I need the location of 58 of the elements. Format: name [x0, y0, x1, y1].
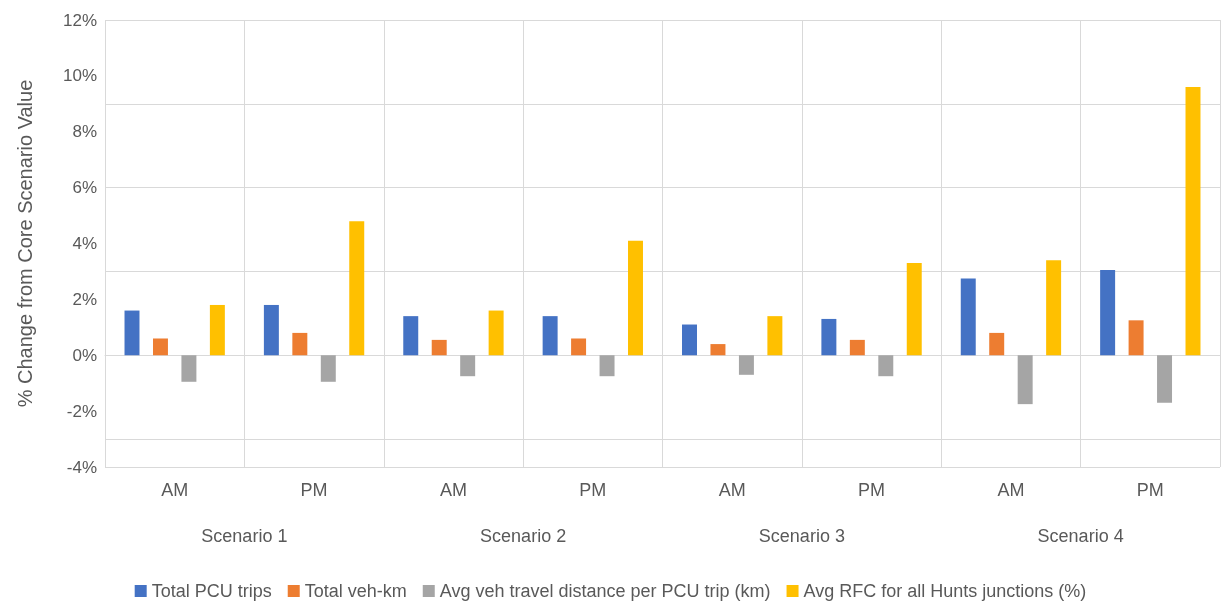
bar	[124, 310, 140, 356]
legend-label: Total PCU trips	[151, 581, 272, 601]
bar	[878, 355, 894, 377]
bar	[263, 304, 279, 356]
bar	[989, 332, 1005, 356]
bar	[1185, 87, 1201, 356]
bar	[1017, 355, 1033, 405]
x-tick-label: AM	[997, 480, 1025, 500]
bar	[767, 316, 783, 356]
bar	[488, 310, 504, 356]
text: Scenario 3	[758, 526, 845, 546]
bar	[292, 332, 308, 356]
legend-label: Avg RFC for all Hunts junctions (%)	[803, 581, 1087, 601]
bar	[960, 278, 976, 356]
bar	[906, 263, 922, 356]
bar	[403, 316, 419, 356]
bar	[821, 318, 837, 356]
y-tick-label: -4%	[66, 457, 97, 477]
y-tick-label: -2%	[66, 401, 97, 421]
x-tick-label: PM	[1136, 480, 1164, 500]
text: Scenario 1	[201, 526, 288, 546]
y-tick-label: 0%	[72, 345, 97, 365]
bar	[738, 355, 754, 375]
y-tick-label: 6%	[72, 178, 97, 198]
bar	[628, 240, 643, 356]
bar	[1157, 355, 1173, 403]
x-tick-label: AM	[439, 480, 467, 500]
x-tick-label: PM	[858, 480, 886, 500]
bar	[682, 324, 697, 356]
x-tick-label: PM	[300, 480, 328, 500]
y-axis-title: % Change from Core Scenario Value	[14, 79, 36, 408]
bar	[710, 344, 726, 356]
x-tick-label: AM	[718, 480, 746, 500]
legend-label: Total veh-km	[304, 581, 407, 601]
text: Scenario 2	[480, 526, 567, 546]
legend-label: Avg veh travel distance per PCU trip (km)	[439, 581, 771, 601]
bar	[542, 316, 558, 356]
y-tick-label: 10%	[62, 66, 97, 86]
bar	[571, 338, 587, 356]
bar	[320, 355, 336, 382]
text: Scenario 4	[1037, 526, 1124, 546]
y-tick-label: 2%	[72, 289, 97, 309]
y-tick-label: 12%	[62, 10, 97, 30]
bar	[431, 339, 447, 356]
x-tick-label: PM	[579, 480, 607, 500]
y-tick-label: 8%	[72, 122, 97, 142]
bar	[1128, 320, 1144, 356]
bar	[599, 355, 615, 377]
bar	[152, 338, 168, 356]
bar	[181, 355, 197, 382]
bar	[1100, 270, 1116, 356]
bar	[1046, 260, 1062, 356]
y-tick-label: 4%	[72, 234, 97, 253]
bar	[349, 221, 365, 356]
bar	[849, 339, 865, 356]
bar	[460, 355, 476, 377]
x-tick-label: AM	[161, 480, 189, 500]
bar	[209, 304, 225, 356]
